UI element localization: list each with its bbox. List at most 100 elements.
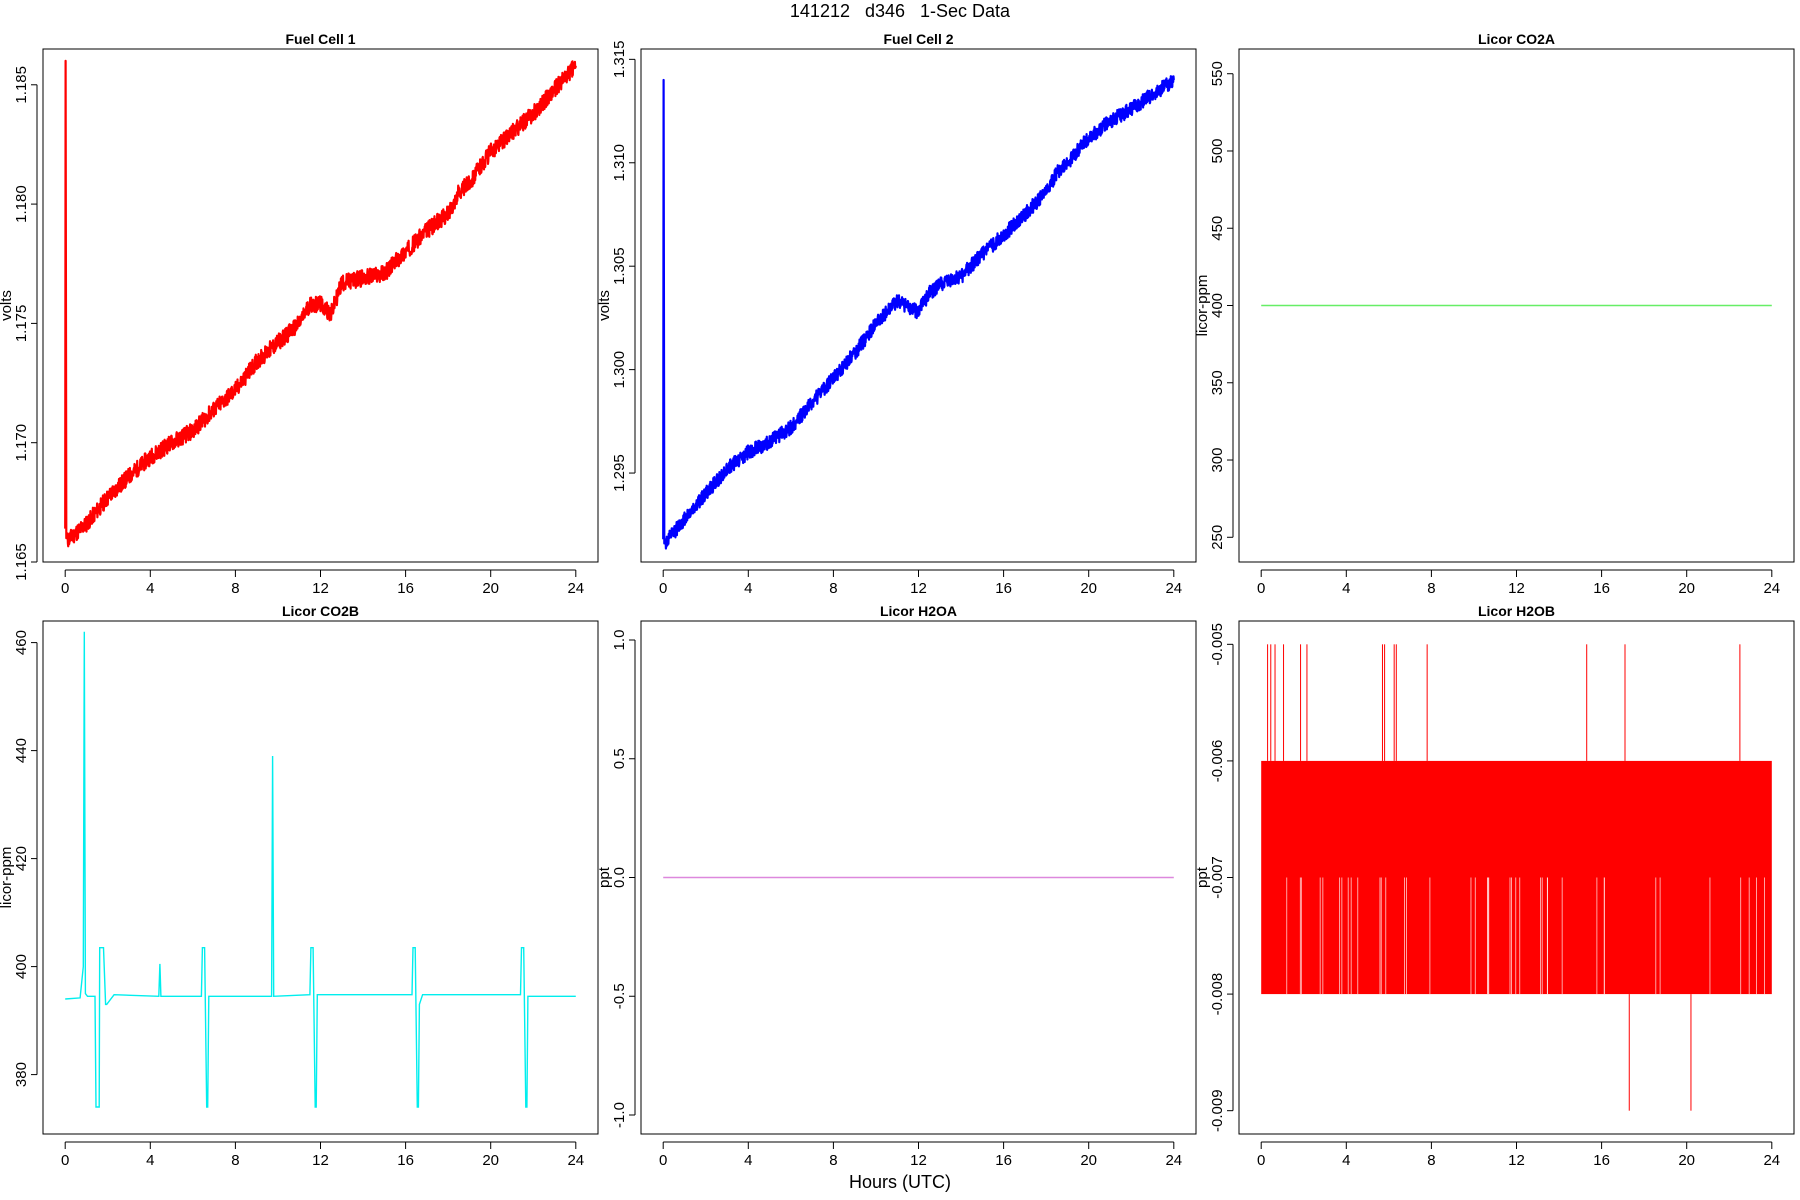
y-tick-label: 1.305 bbox=[611, 247, 628, 285]
panel-title: Fuel Cell 2 bbox=[883, 31, 953, 47]
panel-4: Licor CO2B licor-ppm 0 4 8 12 16 20 24 380 400 420 4… bbox=[0, 603, 599, 1169]
panel-6: Licor H2OB ppt 0 4 8 12 16 20 24 -0.009 -0.008 -0.0… bbox=[1194, 603, 1795, 1169]
x-tick-label: 12 bbox=[910, 1152, 927, 1169]
x-tick-label: 12 bbox=[1508, 580, 1525, 597]
x-tick-label: 20 bbox=[1080, 580, 1097, 597]
y-tick-label: -0.5 bbox=[611, 983, 628, 1009]
x-tick-label: 0 bbox=[659, 1152, 667, 1169]
y-tick-label: 550 bbox=[1209, 61, 1226, 86]
y-tick-label: 450 bbox=[1209, 216, 1226, 241]
data-layer bbox=[1261, 644, 1772, 1111]
y-axis-label: licor-ppm bbox=[1194, 275, 1211, 337]
y-tick-label: 350 bbox=[1209, 370, 1226, 395]
figure-title: 141212 d346 1-Sec Data bbox=[789, 1, 1011, 21]
x-tick-label: 0 bbox=[61, 580, 69, 597]
y-tick-label: 400 bbox=[1209, 293, 1226, 318]
x-tick-label: 8 bbox=[829, 580, 837, 597]
x-tick-label: 12 bbox=[910, 580, 927, 597]
x-tick-label: 0 bbox=[659, 580, 667, 597]
x-tick-label: 20 bbox=[482, 580, 499, 597]
x-tick-label: 0 bbox=[1257, 1152, 1265, 1169]
plot-frame bbox=[640, 48, 1197, 563]
x-tick-label: 16 bbox=[995, 580, 1012, 597]
y-tick-label: -1.0 bbox=[611, 1102, 628, 1128]
x-tick-label: 24 bbox=[567, 580, 584, 597]
panel-title: Licor CO2A bbox=[1478, 31, 1555, 47]
data-layer bbox=[662, 75, 1175, 550]
y-axis-label: volts bbox=[0, 290, 15, 321]
y-tick-label: 1.0 bbox=[611, 630, 628, 651]
series-line-1 bbox=[662, 75, 1175, 550]
plot-frame bbox=[640, 620, 1197, 1135]
y-axis-label: volts bbox=[596, 290, 613, 321]
x-tick-label: 12 bbox=[312, 580, 329, 597]
y-tick-label: 1.185 bbox=[13, 66, 30, 104]
y-tick-label: -0.009 bbox=[1209, 1089, 1226, 1132]
plot-frame bbox=[1238, 48, 1795, 563]
y-tick-label: 250 bbox=[1209, 525, 1226, 550]
x-tick-label: 8 bbox=[1427, 1152, 1435, 1169]
y-tick-label: -0.007 bbox=[1209, 856, 1226, 899]
x-tick-label: 4 bbox=[146, 1152, 154, 1169]
y-axis-label: ppt bbox=[596, 866, 613, 888]
panel-title: Licor CO2B bbox=[282, 603, 359, 619]
x-tick-label: 24 bbox=[1165, 1152, 1182, 1169]
y-tick-label: -0.005 bbox=[1209, 623, 1226, 666]
panel-2: Fuel Cell 2 volts 0 4 8 12 16 20 24 1.295 1.300 1.3… bbox=[596, 31, 1197, 597]
x-tick-label: 16 bbox=[1593, 1152, 1610, 1169]
y-axis-label: ppt bbox=[1194, 866, 1211, 888]
y-tick-label: 1.295 bbox=[611, 454, 628, 492]
x-tick-label: 4 bbox=[744, 580, 752, 597]
series-line-1 bbox=[65, 631, 576, 1108]
x-tick-label: 4 bbox=[1342, 580, 1350, 597]
plot-frame bbox=[42, 48, 599, 563]
x-tick-label: 24 bbox=[1763, 580, 1780, 597]
x-tick-label: 20 bbox=[1080, 1152, 1097, 1169]
panel-title: Fuel Cell 1 bbox=[285, 31, 355, 47]
y-tick-label: 460 bbox=[13, 630, 30, 655]
y-tick-label: 380 bbox=[13, 1062, 30, 1087]
y-tick-label: 500 bbox=[1209, 138, 1226, 163]
y-tick-label: 1.300 bbox=[611, 351, 628, 389]
panel-title: Licor H2OA bbox=[880, 603, 957, 619]
x-tick-label: 16 bbox=[397, 1152, 414, 1169]
x-axis-label: Hours (UTC) bbox=[849, 1172, 951, 1192]
y-tick-label: 1.180 bbox=[13, 185, 30, 223]
panel-1: Fuel Cell 1 volts 0 4 8 12 16 20 24 1.165 1.170 1.1… bbox=[0, 31, 599, 597]
data-layer bbox=[64, 59, 577, 548]
plot-frame bbox=[42, 620, 599, 1135]
y-tick-label: 0.0 bbox=[611, 867, 628, 888]
x-tick-label: 4 bbox=[744, 1152, 752, 1169]
panel-3: Licor CO2A licor-ppm 0 4 8 12 16 20 24 250 300 350 4… bbox=[1194, 31, 1795, 597]
x-tick-label: 8 bbox=[1427, 580, 1435, 597]
y-tick-label: 1.165 bbox=[13, 543, 30, 581]
x-tick-label: 4 bbox=[146, 580, 154, 597]
y-tick-label: 420 bbox=[13, 846, 30, 871]
x-tick-label: 24 bbox=[567, 1152, 584, 1169]
panel-5: Licor H2OA ppt 0 4 8 12 16 20 24 -1.0 -0.5 0.0 0.5 1.… bbox=[596, 603, 1197, 1169]
y-axis-label: licor-ppm bbox=[0, 847, 15, 909]
series-line-1 bbox=[64, 59, 577, 548]
y-tick-label: 400 bbox=[13, 954, 30, 979]
x-tick-label: 4 bbox=[1342, 1152, 1350, 1169]
x-tick-label: 16 bbox=[397, 580, 414, 597]
y-tick-label: 1.310 bbox=[611, 144, 628, 182]
plot-frame bbox=[1238, 620, 1795, 1135]
x-tick-label: 16 bbox=[995, 1152, 1012, 1169]
data-layer bbox=[65, 631, 576, 1108]
panel-title: Licor H2OB bbox=[1478, 603, 1555, 619]
y-tick-label: 0.5 bbox=[611, 748, 628, 769]
x-tick-label: 16 bbox=[1593, 580, 1610, 597]
y-tick-label: 1.170 bbox=[13, 424, 30, 462]
y-tick-label: 440 bbox=[13, 738, 30, 763]
x-tick-label: 24 bbox=[1165, 580, 1182, 597]
y-tick-label: -0.008 bbox=[1209, 973, 1226, 1016]
x-tick-label: 20 bbox=[482, 1152, 499, 1169]
x-tick-label: 24 bbox=[1763, 1152, 1780, 1169]
x-tick-label: 12 bbox=[1508, 1152, 1525, 1169]
x-tick-label: 20 bbox=[1678, 1152, 1695, 1169]
x-tick-label: 8 bbox=[829, 1152, 837, 1169]
y-tick-label: -0.006 bbox=[1209, 740, 1226, 783]
